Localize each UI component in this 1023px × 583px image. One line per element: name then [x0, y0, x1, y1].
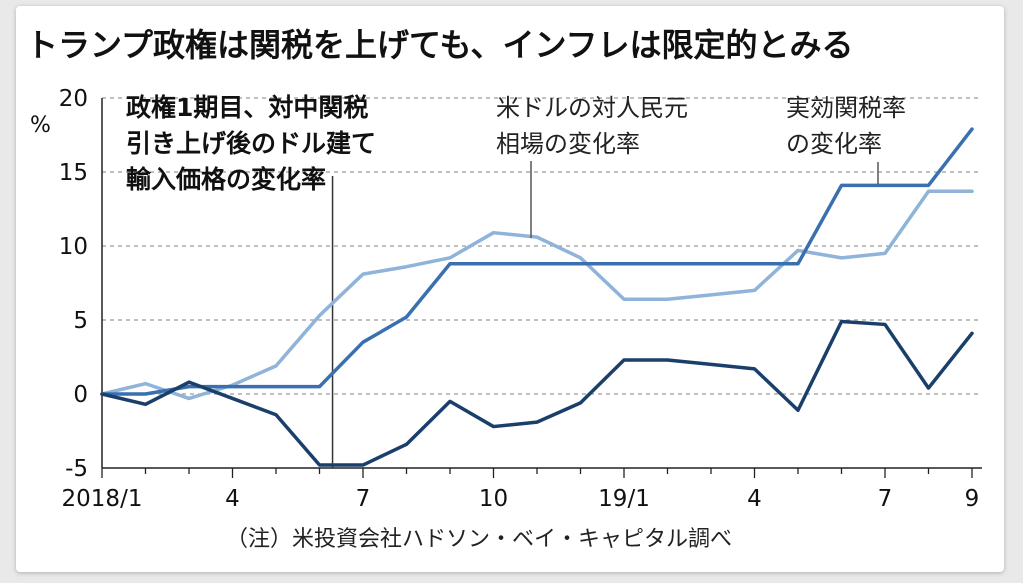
chart-card: トランプ政権は関税を上げても、インフレは限定的とみる 20 15 10 5 0 -5 % … [16, 6, 1004, 572]
series-lines [100, 127, 974, 467]
x-tick-labels: 2018/1 4 7 10 19/1 4 7 9 [62, 486, 980, 512]
series-line-2 [100, 319, 974, 467]
series-line-0 [100, 189, 974, 401]
axes [101, 98, 982, 478]
chart-title: トランプ政権は関税を上げても、インフレは限定的とみる [26, 26, 854, 64]
x-tick-label: 9 [965, 486, 980, 512]
series-line-1 [100, 127, 974, 396]
annotation-import-price-line-1: 政権1期目、対中関税 [126, 93, 368, 122]
y-tick-label: 20 [59, 86, 88, 112]
x-tick-label: 7 [356, 486, 371, 512]
y-unit-label: % [30, 113, 51, 138]
x-tick-label: 10 [479, 486, 508, 512]
annotation-import-price-line-3: 輸入価格の変化率 [126, 165, 326, 194]
y-tick-label: 0 [73, 382, 88, 408]
annotation-cny-line-1: 米ドルの対人民元 [496, 94, 688, 122]
x-tick-label: 2018/1 [62, 486, 143, 512]
annotation-tariff-line-2: の変化率 [786, 130, 882, 158]
annotation-cny: 米ドルの対人民元 相場の変化率 [496, 94, 688, 238]
y-tick-label: 10 [59, 234, 88, 260]
y-tick-label: -5 [65, 456, 88, 482]
annotation-import-price-line-2: 引き上げ後のドル建て [126, 129, 376, 158]
x-tick-label: 7 [878, 486, 893, 512]
y-tick-label: 5 [73, 308, 88, 334]
annotation-import-price: 政権1期目、対中関税 引き上げ後のドル建て 輸入価格の変化率 [126, 93, 376, 194]
x-tick-label: 19/1 [598, 486, 650, 512]
x-tick-label: 4 [225, 486, 240, 512]
annotation-tariff-line-1: 実効関税率 [786, 94, 906, 122]
y-tick-label: 15 [59, 160, 88, 186]
grid-lines [102, 97, 982, 395]
source-note: （注）米投資会社ハドソン・ベイ・キャピタル調べ [226, 527, 732, 552]
annotation-cny-line-2: 相場の変化率 [496, 130, 640, 158]
y-tick-labels: 20 15 10 5 0 -5 [59, 86, 88, 482]
x-tick-label: 4 [747, 486, 762, 512]
annotation-tariff: 実効関税率 の変化率 [786, 94, 906, 184]
